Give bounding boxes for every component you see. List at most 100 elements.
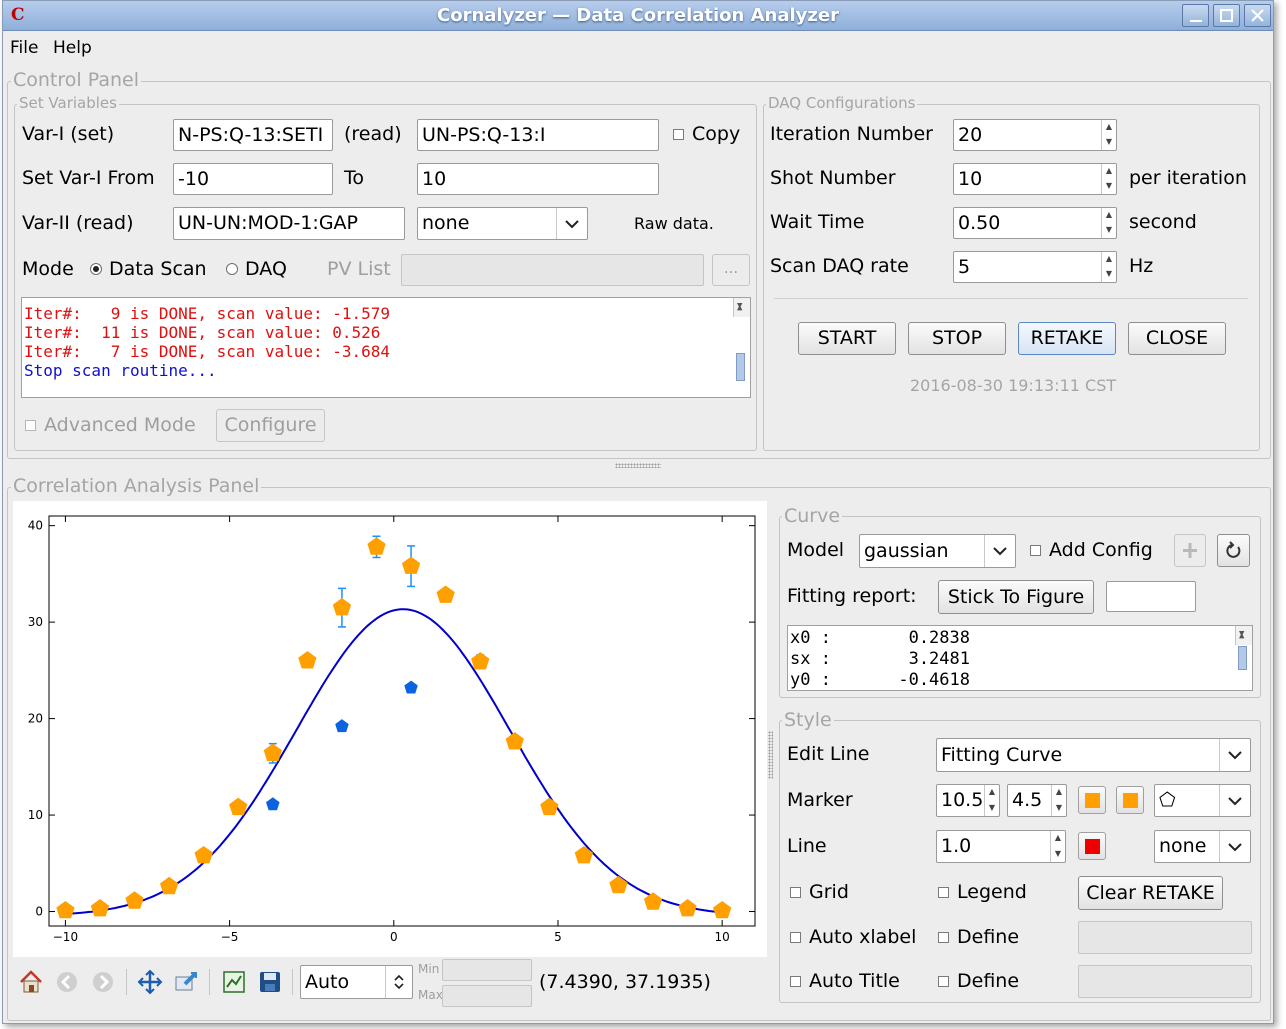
marker-edge-color-button[interactable] [1116, 786, 1144, 814]
data-point [194, 845, 213, 864]
marker-shape-select[interactable]: ⬠ [1154, 784, 1251, 817]
retake-button[interactable]: RETAKE [1018, 322, 1116, 355]
pv-browse-button[interactable]: ... [712, 254, 750, 286]
scroll-thumb[interactable] [1238, 646, 1247, 670]
correlation-chart[interactable]: −10 −5 0 5 10 0 10 20 30 40 [13, 501, 767, 957]
report-scrollbar[interactable]: ▲ ▼ [1235, 626, 1252, 670]
clear-retake-button[interactable]: Clear RETAKE [1078, 876, 1223, 910]
spin-arrows-icon[interactable]: ▲ ▼ [1101, 252, 1116, 282]
log-scrollbar[interactable]: ▲ ▼ [733, 298, 750, 381]
line-width-spinbox[interactable]: 1.0 ▲ ▼ [936, 830, 1066, 863]
pv-list-input[interactable] [401, 254, 704, 286]
marker-size-spinbox[interactable]: 10.5 ▲ ▼ [936, 784, 1000, 817]
menu-file[interactable]: File [10, 38, 39, 58]
subplots-button[interactable] [219, 967, 249, 997]
advanced-mode-checkbox[interactable] [25, 420, 36, 431]
marker-width-spinbox[interactable]: 4.5 ▲ ▼ [1007, 784, 1067, 817]
var2-select[interactable]: none [417, 207, 588, 240]
save-figure-button[interactable] [255, 967, 285, 997]
back-button[interactable] [52, 967, 82, 997]
title-bar[interactable]: C Cornalyzer — Data Correlation Analyzer [3, 1, 1273, 31]
min-input[interactable] [442, 959, 532, 981]
minimize-button[interactable] [1182, 4, 1209, 27]
marker-face-color-button[interactable] [1078, 786, 1106, 814]
line-style-select[interactable]: none [1154, 830, 1251, 863]
home-button[interactable] [16, 967, 46, 997]
legend-checkbox[interactable] [938, 887, 949, 898]
model-select[interactable]: gaussian [859, 534, 1016, 568]
scroll-thumb[interactable] [736, 353, 745, 381]
var1-set-input[interactable]: N-PS:Q-13:SETI [173, 119, 333, 151]
define-title-checkbox[interactable] [938, 976, 949, 987]
plot-canvas[interactable]: −10 −5 0 5 10 0 10 20 30 40 [13, 501, 767, 957]
x-tick-label: −10 [53, 930, 78, 944]
back-arrow-icon [57, 972, 77, 992]
rate-value: 5 [958, 256, 971, 278]
spin-arrows-icon[interactable]: ▲ ▼ [984, 785, 999, 816]
close-window-button[interactable] [1244, 4, 1271, 27]
xlabel-input[interactable] [1078, 921, 1252, 954]
stick-to-figure-button[interactable]: Stick To Figure [938, 580, 1094, 614]
stop-button[interactable]: STOP [908, 322, 1006, 355]
data-point [540, 797, 559, 816]
title-input[interactable] [1078, 965, 1252, 998]
edit-line-select[interactable]: Fitting Curve [936, 738, 1251, 772]
auto-title-label: Auto Title [809, 970, 900, 992]
spin-arrows-icon[interactable]: ▲ ▼ [1101, 120, 1116, 150]
retake-point [266, 797, 280, 811]
fitting-report[interactable]: x0 : 0.2838 sx : 3.2481 y0 : -0.4618 ▲ ▼ [787, 625, 1253, 691]
auto-xlabel-checkbox[interactable] [790, 932, 801, 943]
wait-spinbox[interactable]: 0.50 ▲ ▼ [953, 207, 1117, 239]
refresh-icon [1226, 541, 1241, 558]
daq-radio[interactable] [226, 263, 238, 275]
rate-spinbox[interactable]: 5 ▲ ▼ [953, 251, 1117, 283]
style-group [779, 720, 1261, 1003]
define-xlabel-label: Define [957, 926, 1020, 948]
data-scan-radio[interactable] [90, 263, 102, 275]
max-input[interactable] [442, 985, 532, 1007]
line-color-button[interactable] [1078, 832, 1106, 860]
control-panel [7, 81, 1271, 459]
define-xlabel-checkbox[interactable] [938, 932, 949, 943]
menu-help[interactable]: Help [53, 38, 92, 58]
spin-arrows-icon[interactable]: ▲ ▼ [1051, 785, 1066, 816]
var2-input[interactable]: UN-UN:MOD-1:GAP [173, 207, 405, 240]
home-icon [20, 970, 42, 993]
spin-arrows-icon[interactable]: ▲ ▼ [1050, 831, 1065, 862]
shot-spinbox[interactable]: 10 ▲ ▼ [953, 163, 1117, 195]
zoom-mode-select[interactable]: Auto [300, 965, 413, 999]
var1-read-input[interactable]: UN-PS:Q-13:I [417, 119, 659, 151]
spin-arrows-icon[interactable]: ▲ ▼ [1101, 164, 1116, 194]
toolbar-separator [209, 969, 210, 995]
splitter-handle[interactable] [615, 463, 661, 468]
data-point [643, 892, 663, 910]
y-tick-label: 10 [28, 808, 43, 822]
close-icon [1251, 9, 1264, 22]
reset-config-button[interactable] [1217, 534, 1250, 567]
data-point [367, 537, 386, 555]
scan-log[interactable]: Iter#: 9 is DONE, scan value: -1.579 Ite… [21, 297, 751, 398]
configure-button[interactable]: Configure [216, 409, 325, 442]
zoom-button[interactable] [171, 967, 201, 997]
auto-title-checkbox[interactable] [790, 976, 801, 987]
maximize-button[interactable] [1213, 4, 1240, 27]
iteration-spinbox[interactable]: 20 ▲ ▼ [953, 119, 1117, 151]
close-button[interactable]: CLOSE [1128, 322, 1226, 355]
pan-button[interactable] [135, 967, 165, 997]
edit-line-label: Edit Line [787, 743, 870, 765]
stick-to-figure-input[interactable] [1106, 581, 1196, 612]
define-title-label: Define [957, 970, 1020, 992]
from-input[interactable]: -10 [173, 163, 333, 195]
spin-arrows-icon[interactable]: ▲ ▼ [1101, 208, 1116, 238]
add-config-checkbox[interactable] [1030, 545, 1041, 556]
side-handle[interactable] [768, 731, 773, 779]
copy-checkbox[interactable] [673, 129, 684, 140]
grid-checkbox[interactable] [790, 887, 801, 898]
x-tick-label: 0 [390, 930, 398, 944]
add-config-button[interactable] [1174, 534, 1206, 567]
start-button[interactable]: START [798, 322, 896, 355]
to-input[interactable]: 10 [417, 163, 659, 195]
max-label: Max [418, 988, 443, 1002]
forward-button[interactable] [88, 967, 118, 997]
data-point [401, 556, 421, 574]
